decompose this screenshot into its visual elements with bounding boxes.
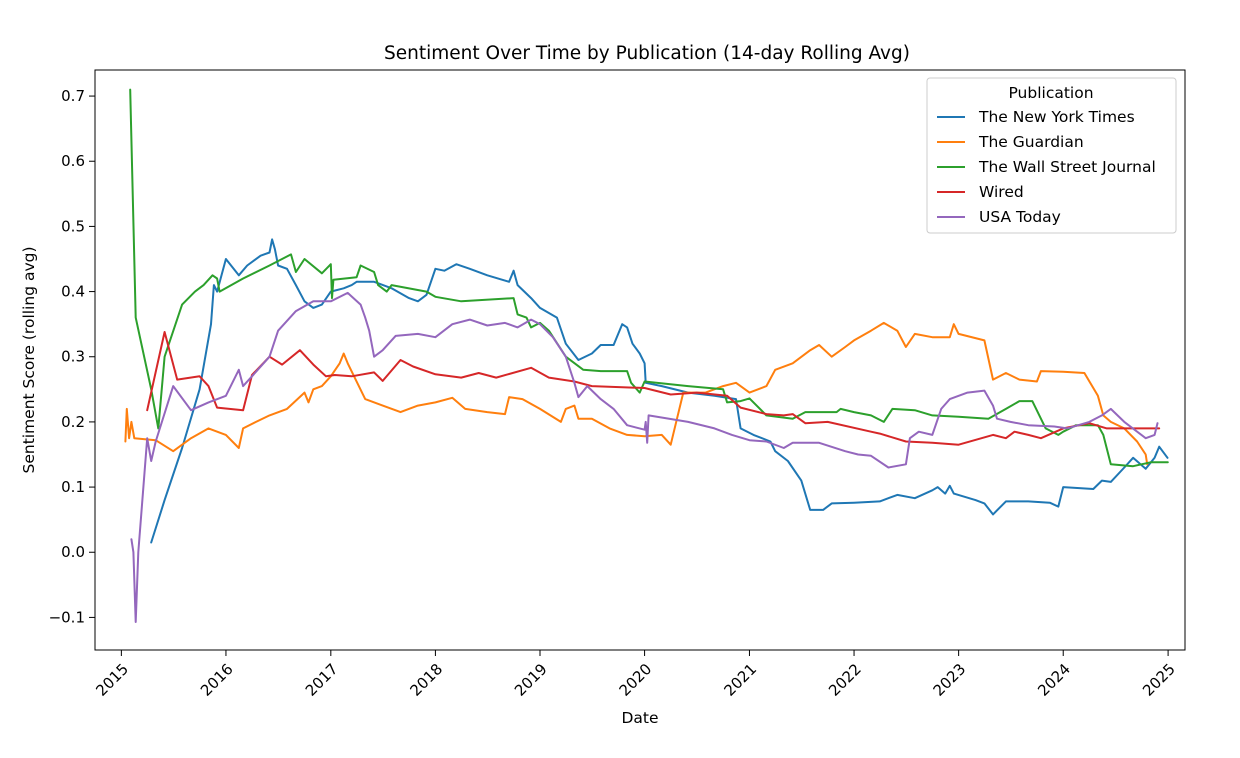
legend-entry-usa-today: USA Today: [937, 208, 1061, 226]
y-tick-label: 0.6: [61, 152, 85, 170]
legend: Publication The New York Times The Guardi…: [926, 77, 1177, 234]
legend-label: USA Today: [979, 208, 1061, 226]
y-axis: −0.1 0.0 0.1 0.2 0.3 0.4 0.5 0.6 0.7: [49, 87, 95, 626]
legend-box: [926, 77, 1177, 234]
legend-label: The Wall Street Journal: [978, 158, 1156, 176]
y-tick-label: 0.2: [61, 413, 85, 431]
legend-entry-the-wall-street-journal: The Wall Street Journal: [937, 158, 1156, 176]
legend-title: Publication: [1008, 84, 1093, 102]
series-line-usa-today: [130, 291, 1159, 623]
legend-label: Wired: [979, 183, 1024, 201]
series-line-the-wall-street-journal: [129, 88, 1169, 468]
plot-lines: [124, 88, 1169, 623]
legend-entry-the-new-york-times: The New York Times: [937, 108, 1135, 126]
legend-entry-the-guardian: The Guardian: [937, 133, 1084, 151]
series-line-the-new-york-times: [150, 238, 1169, 544]
legend-entry-wired: Wired: [937, 183, 1024, 201]
y-axis-title: Sentiment Score (rolling avg): [20, 246, 38, 473]
chart-title: Sentiment Over Time by Publication (14-d…: [384, 43, 910, 64]
y-tick-label: 0.1: [61, 478, 85, 496]
legend-label: The Guardian: [978, 133, 1084, 151]
y-tick-label: 0.5: [61, 217, 85, 235]
y-tick-label: 0.7: [61, 87, 85, 105]
plot-frame: [94, 69, 1186, 651]
y-tick-label: −0.1: [49, 608, 85, 626]
y-tick-label: 0.3: [61, 348, 85, 366]
legend-entries: The New York Times The Guardian The Wall S…: [937, 108, 1156, 226]
x-axis-title: Date: [621, 709, 658, 727]
series-line-wired: [146, 331, 1161, 446]
y-tick-label: 0.0: [61, 543, 85, 561]
series-line-the-guardian: [124, 321, 1149, 466]
legend-label: The New York Times: [978, 108, 1135, 126]
y-tick-label: 0.4: [61, 283, 85, 301]
